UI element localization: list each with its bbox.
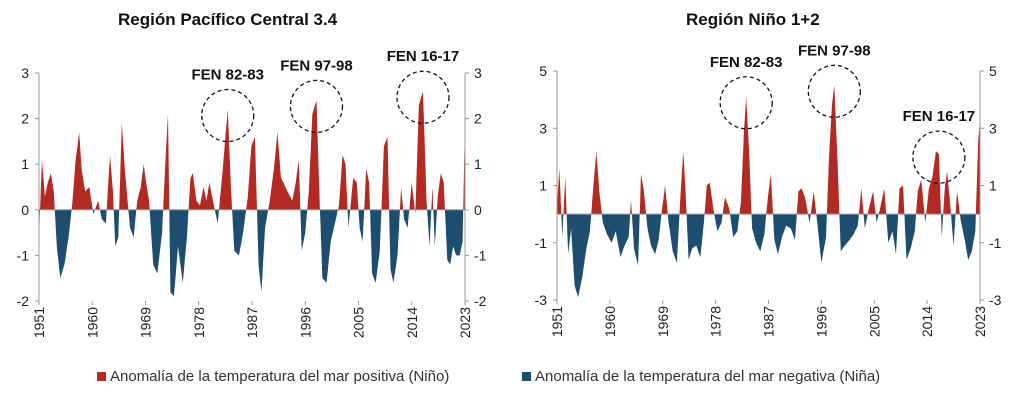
y-tick-label-right: 3 [474, 65, 482, 81]
x-tick-label: 2014 [919, 306, 935, 337]
x-tick-label: 1951 [549, 306, 565, 337]
y-tick-label-left: -2 [17, 293, 30, 309]
y-tick-label-right: -1 [989, 235, 1002, 251]
y-tick-label-right: 2 [474, 111, 482, 127]
annotation-label: FEN 16-17 [903, 108, 976, 125]
annotation-circle [807, 64, 861, 118]
x-tick-label: 1987 [244, 307, 260, 338]
chart-title-nino12: Región Niño 1+2 [686, 10, 820, 29]
x-tick-label: 1951 [31, 307, 47, 338]
y-tick-label-right: -1 [474, 247, 487, 263]
x-tick-label: 2005 [351, 307, 367, 338]
y-tick-label-right: -2 [474, 293, 487, 309]
annotation-circle [719, 76, 773, 130]
x-tick-label: 1996 [813, 306, 829, 337]
y-tick-label-right: 1 [474, 156, 482, 172]
y-tick-label-right: -3 [989, 292, 1002, 308]
x-tick-label: 1996 [297, 307, 313, 338]
annotation-label: FEN 97-98 [798, 42, 871, 59]
legend-swatch-positive [97, 372, 106, 381]
chart-title-pacifico: Región Pacífico Central 3.4 [118, 10, 338, 29]
annotation-circle [396, 70, 450, 124]
y-tick-label-left: 2 [21, 111, 29, 127]
legend-item-positive: Anomalía de la temperatura del mar posit… [97, 368, 449, 385]
legend: Anomalía de la temperatura del mar posit… [97, 368, 957, 390]
y-tick-label-left: 0 [21, 202, 29, 218]
x-tick-label: 1978 [708, 306, 724, 337]
x-tick-label: 1960 [602, 306, 618, 337]
area-positive [39, 91, 465, 210]
x-tick-label: 2023 [972, 306, 988, 337]
area-negative [561, 214, 976, 298]
x-tick-label: 2014 [404, 307, 420, 338]
area-negative [39, 209, 464, 297]
y-tick-label-left: -1 [535, 235, 548, 251]
annotation-label: FEN 16-17 [387, 48, 460, 65]
annotation-label: FEN 82-83 [191, 66, 264, 83]
legend-item-negative: Anomalía de la temperatura del mar negat… [522, 368, 880, 385]
legend-swatch-negative [522, 372, 531, 381]
y-tick-label-left: 1 [539, 178, 547, 194]
x-tick-label: 2005 [866, 306, 882, 337]
annotation-circle [912, 130, 966, 184]
x-tick-label: 1969 [655, 306, 671, 337]
y-tick-label-left: 3 [21, 65, 29, 81]
annotation-circle [289, 79, 344, 134]
x-tick-label: 1969 [138, 307, 154, 338]
y-tick-label-left: 1 [21, 156, 29, 172]
legend-label-positive: Anomalía de la temperatura del mar posit… [110, 368, 450, 385]
x-tick-label: 2023 [457, 307, 473, 338]
y-tick-label-right: 0 [474, 202, 482, 218]
legend-label-negative: Anomalía de la temperatura del mar negat… [535, 368, 881, 385]
y-tick-label-left: -1 [17, 247, 30, 263]
y-tick-label-left: 3 [539, 120, 547, 136]
area-positive [557, 85, 980, 215]
y-tick-label-left: -3 [535, 292, 548, 308]
y-tick-label-right: 3 [989, 120, 997, 136]
annotation-label: FEN 97-98 [280, 57, 353, 74]
y-tick-label-left: 5 [539, 63, 547, 79]
x-tick-label: 1960 [84, 307, 100, 338]
x-tick-label: 1987 [761, 306, 777, 337]
annotation-circle [201, 88, 255, 143]
y-tick-label-right: 1 [989, 178, 997, 194]
x-tick-label: 1978 [191, 307, 207, 338]
y-tick-label-right: 5 [989, 63, 997, 79]
annotation-label: FEN 82-83 [710, 54, 783, 71]
